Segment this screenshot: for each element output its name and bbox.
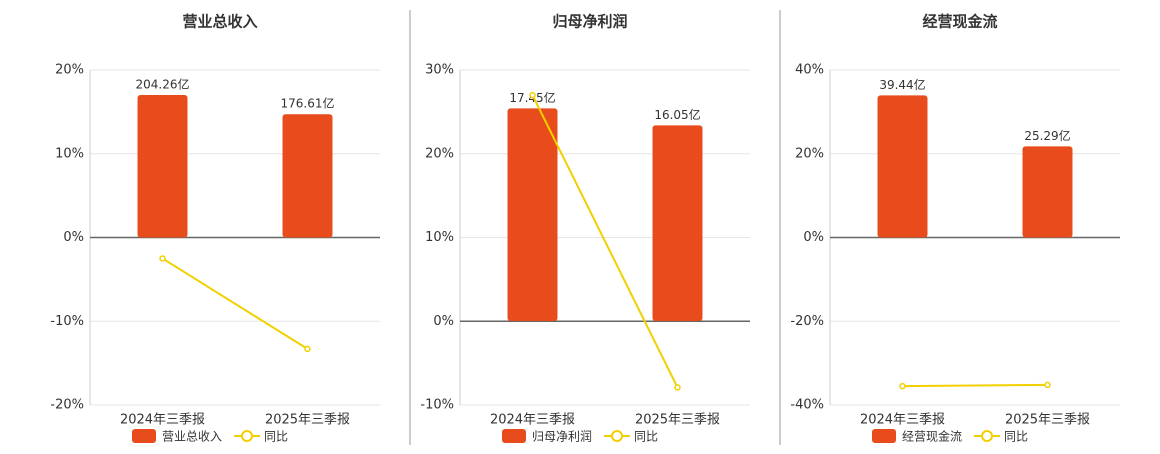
legend-label: 同比 [634,430,658,444]
value-label: 16.05亿 [654,107,700,122]
bar [137,94,188,238]
legend-swatch [872,429,896,443]
value-label: 25.29亿 [1024,128,1070,143]
y-tick-label: 20% [795,146,824,161]
chart-title: 归母净利润 [552,13,627,31]
point [674,384,681,391]
line [531,94,679,388]
x-tick-label: 2024年三季报 [860,413,945,428]
legend-label: 经营现金流 [902,429,962,444]
y-tick-label: -10% [420,398,454,413]
legend-label: 同比 [264,430,288,444]
value-label: 176.61亿 [281,96,335,111]
x-tick-label: 2025年三季报 [265,413,350,428]
bar [507,108,558,321]
y-tick-label: -20% [50,398,84,413]
legend-swatch [502,429,526,443]
point [899,382,906,390]
x-tick-label: 2024年三季报 [490,413,575,428]
legend-swatch [981,430,994,442]
y-tick-label: 20% [425,146,454,161]
y-tick-label: 40% [795,63,824,78]
chart-title: 经营现金流 [922,13,997,31]
legend-swatch [611,430,624,442]
y-tick-label: -10% [50,314,84,329]
value-label: 39.44亿 [879,77,925,92]
y-tick-label: 10% [55,146,84,161]
point [159,255,166,262]
legend-swatch [132,429,156,443]
line [161,257,309,350]
chart-title: 营业总收入 [182,13,257,31]
y-tick-label: 0% [433,314,454,329]
x-tick-label: 2025年三季报 [635,413,720,428]
legend-label: 营业总收入 [162,430,222,444]
legend-label: 同比 [1004,430,1028,444]
point [304,345,311,353]
legend-label: 归母净利润 [532,430,592,444]
y-tick-label: 20% [55,63,84,78]
value-label: 204.26亿 [136,76,190,91]
y-tick-label: 10% [425,230,454,245]
y-tick-label: 0% [803,230,824,245]
point [1044,381,1051,389]
y-tick-label: -20% [790,314,824,329]
point [529,91,536,99]
legend-swatch [241,430,254,442]
bar [652,125,703,321]
y-tick-label: 30% [425,63,454,78]
x-tick-label: 2024年三季报 [120,413,205,428]
bar [1022,146,1073,238]
line [902,383,1048,388]
bar [282,114,333,238]
bar [877,95,928,238]
y-tick-label: -40% [790,398,824,413]
y-tick-label: 0% [63,230,84,245]
x-tick-label: 2025年三季报 [1005,413,1090,428]
